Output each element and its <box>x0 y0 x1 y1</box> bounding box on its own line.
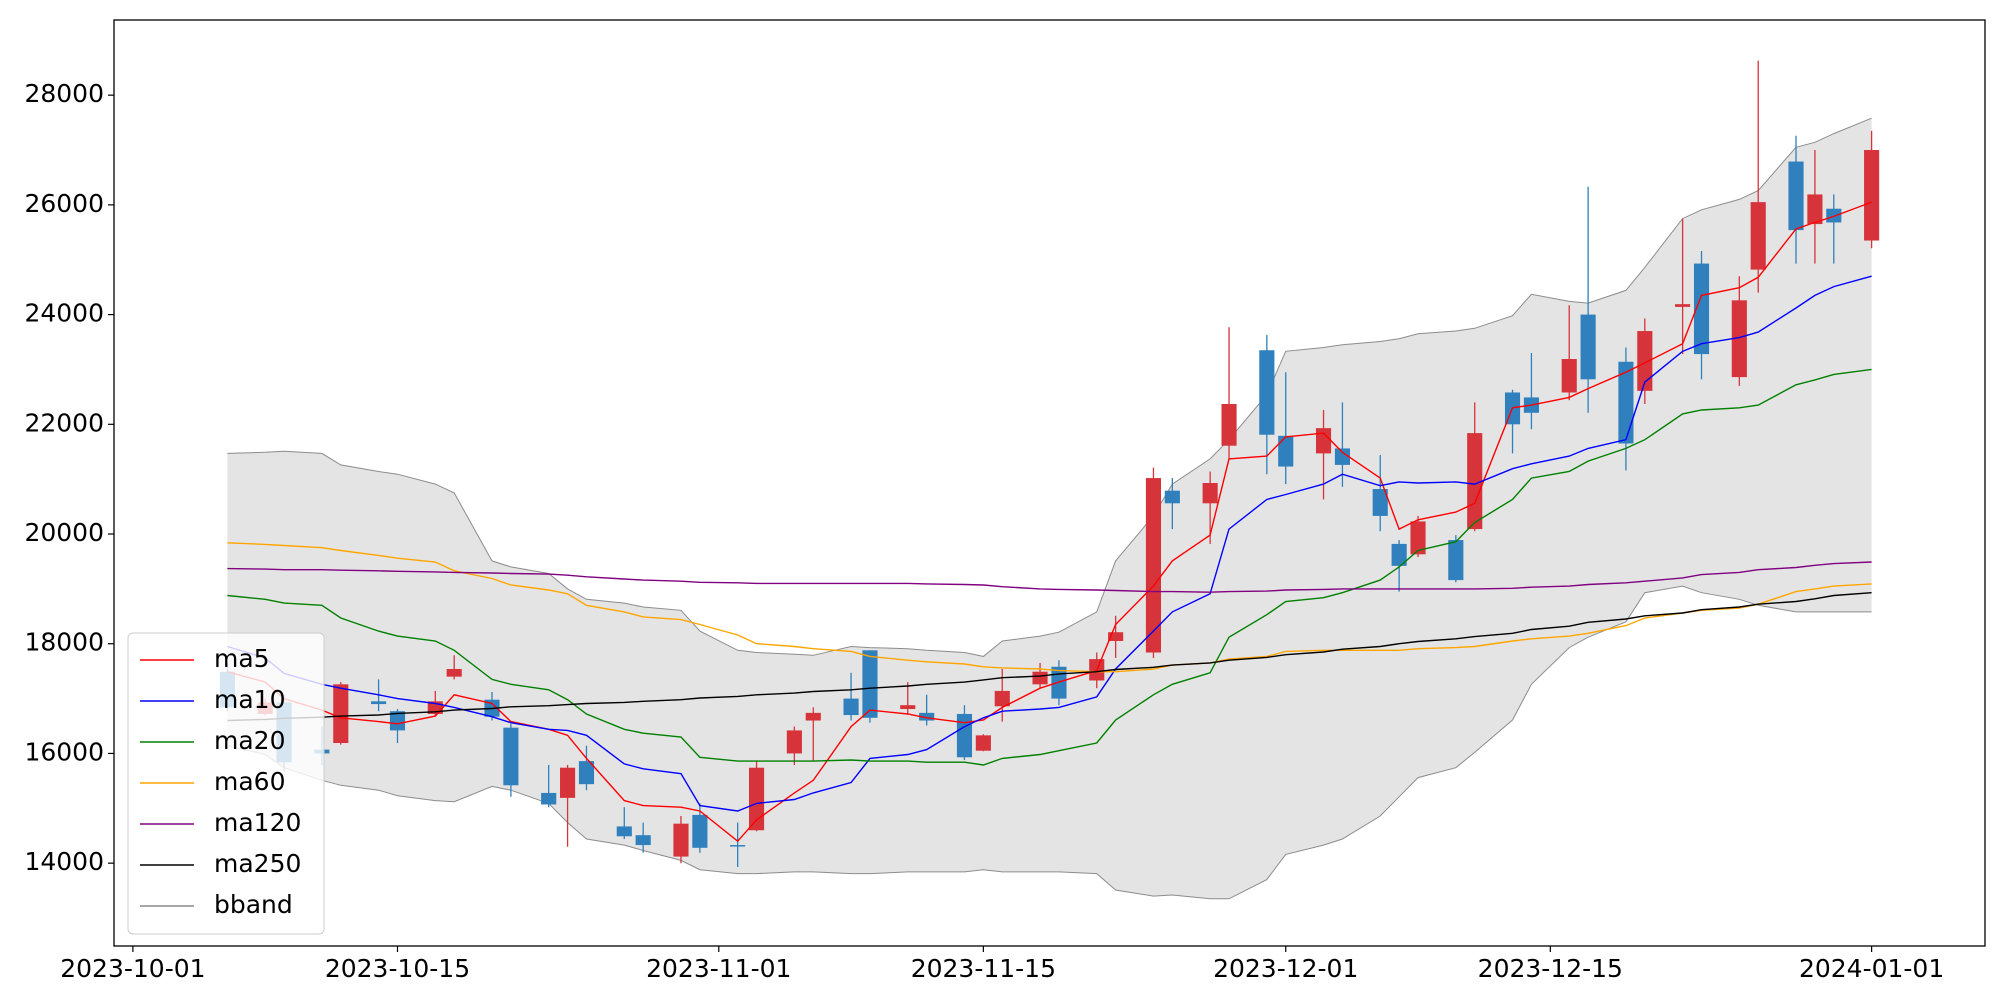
y-tick-label: 20000 <box>24 518 104 547</box>
candle-body <box>1448 540 1464 581</box>
candle-body <box>1731 300 1747 378</box>
bband-area <box>227 118 1872 899</box>
legend-label: ma120 <box>214 808 301 837</box>
y-tick-label: 18000 <box>24 628 104 657</box>
candle-body <box>862 650 878 718</box>
candle-body <box>1561 359 1577 393</box>
candle-body <box>975 735 991 751</box>
ma-line <box>227 561 1872 593</box>
plot-area <box>219 60 1880 900</box>
candle-body <box>1750 202 1766 270</box>
legend-label: ma60 <box>214 767 285 796</box>
candle-body <box>1259 350 1275 435</box>
candle-body <box>333 684 349 744</box>
candle-body <box>503 727 519 786</box>
candle-body <box>994 690 1010 707</box>
legend-label: ma250 <box>214 849 301 878</box>
candle-body <box>730 845 746 847</box>
y-tick-label: 28000 <box>24 79 104 108</box>
y-tick-label: 22000 <box>24 408 104 437</box>
legend-label: ma20 <box>214 726 285 755</box>
x-tick-label: 2023-12-01 <box>1213 954 1358 983</box>
ma-line <box>227 275 1872 812</box>
ma-line <box>227 201 1872 843</box>
candle-body <box>616 826 632 837</box>
candle-body <box>578 761 595 785</box>
candle-body <box>1315 428 1332 454</box>
y-tick-label: 26000 <box>24 189 104 218</box>
x-tick-label: 2023-10-01 <box>60 954 205 983</box>
candle-body <box>389 711 406 731</box>
bband-lower <box>227 585 1872 900</box>
legend-label: ma5 <box>214 644 270 673</box>
candle-body <box>1826 208 1842 223</box>
candle-body <box>692 814 708 848</box>
candle-body <box>1807 194 1823 225</box>
candle-body <box>1372 489 1388 516</box>
candle-body <box>1618 361 1634 444</box>
legend-box <box>127 632 325 935</box>
candle-body <box>1580 314 1596 380</box>
candle-body <box>371 701 387 705</box>
y-tick-label: 16000 <box>24 737 104 766</box>
x-tick-label: 2023-11-01 <box>646 954 791 983</box>
candle-body <box>1864 150 1880 241</box>
candle-body <box>1675 304 1691 307</box>
ma-line <box>227 368 1872 766</box>
candle-body <box>541 792 557 805</box>
candle-body <box>900 705 916 710</box>
legend: ma5 ma10 ma20 ma60 ma120 ma250 bband <box>127 632 325 935</box>
x-tick-label: 2024-01-01 <box>1799 954 1944 983</box>
candle-body <box>1788 161 1804 231</box>
candle-body <box>1032 671 1048 685</box>
x-tick-label: 2023-12-15 <box>1478 954 1623 983</box>
candle-body <box>1467 433 1483 530</box>
candle-body <box>1334 448 1350 465</box>
candle-body <box>1221 404 1237 446</box>
candle-body <box>805 712 821 721</box>
candle-body <box>560 767 576 798</box>
candle-body <box>446 668 462 677</box>
candle-body <box>1164 490 1180 504</box>
candle-body <box>1410 521 1426 555</box>
axes-frame <box>113 19 1986 947</box>
candle-body <box>786 730 802 754</box>
candle-body <box>843 698 859 716</box>
candle-body <box>749 767 765 831</box>
candle-body <box>1145 478 1162 653</box>
candle-body <box>635 835 651 846</box>
ma-line <box>227 542 1872 673</box>
ma-line <box>227 592 1872 722</box>
candle-body <box>1278 435 1294 467</box>
y-tick-label: 14000 <box>24 847 104 876</box>
x-tick-label: 2023-10-15 <box>325 954 470 983</box>
candle-body <box>1108 632 1124 641</box>
candle-body <box>956 713 973 758</box>
legend-label: ma10 <box>214 685 285 714</box>
candle-body <box>1202 483 1218 504</box>
candle-body <box>1693 263 1710 355</box>
x-tick-label: 2023-11-15 <box>911 954 1056 983</box>
candle-body <box>919 712 935 721</box>
y-tick-label: 24000 <box>24 299 104 328</box>
candle-body <box>1391 543 1407 566</box>
bband-upper <box>227 117 1872 657</box>
candle-body <box>1637 331 1653 391</box>
legend-label: bband <box>214 890 293 919</box>
candle-body <box>673 823 689 857</box>
